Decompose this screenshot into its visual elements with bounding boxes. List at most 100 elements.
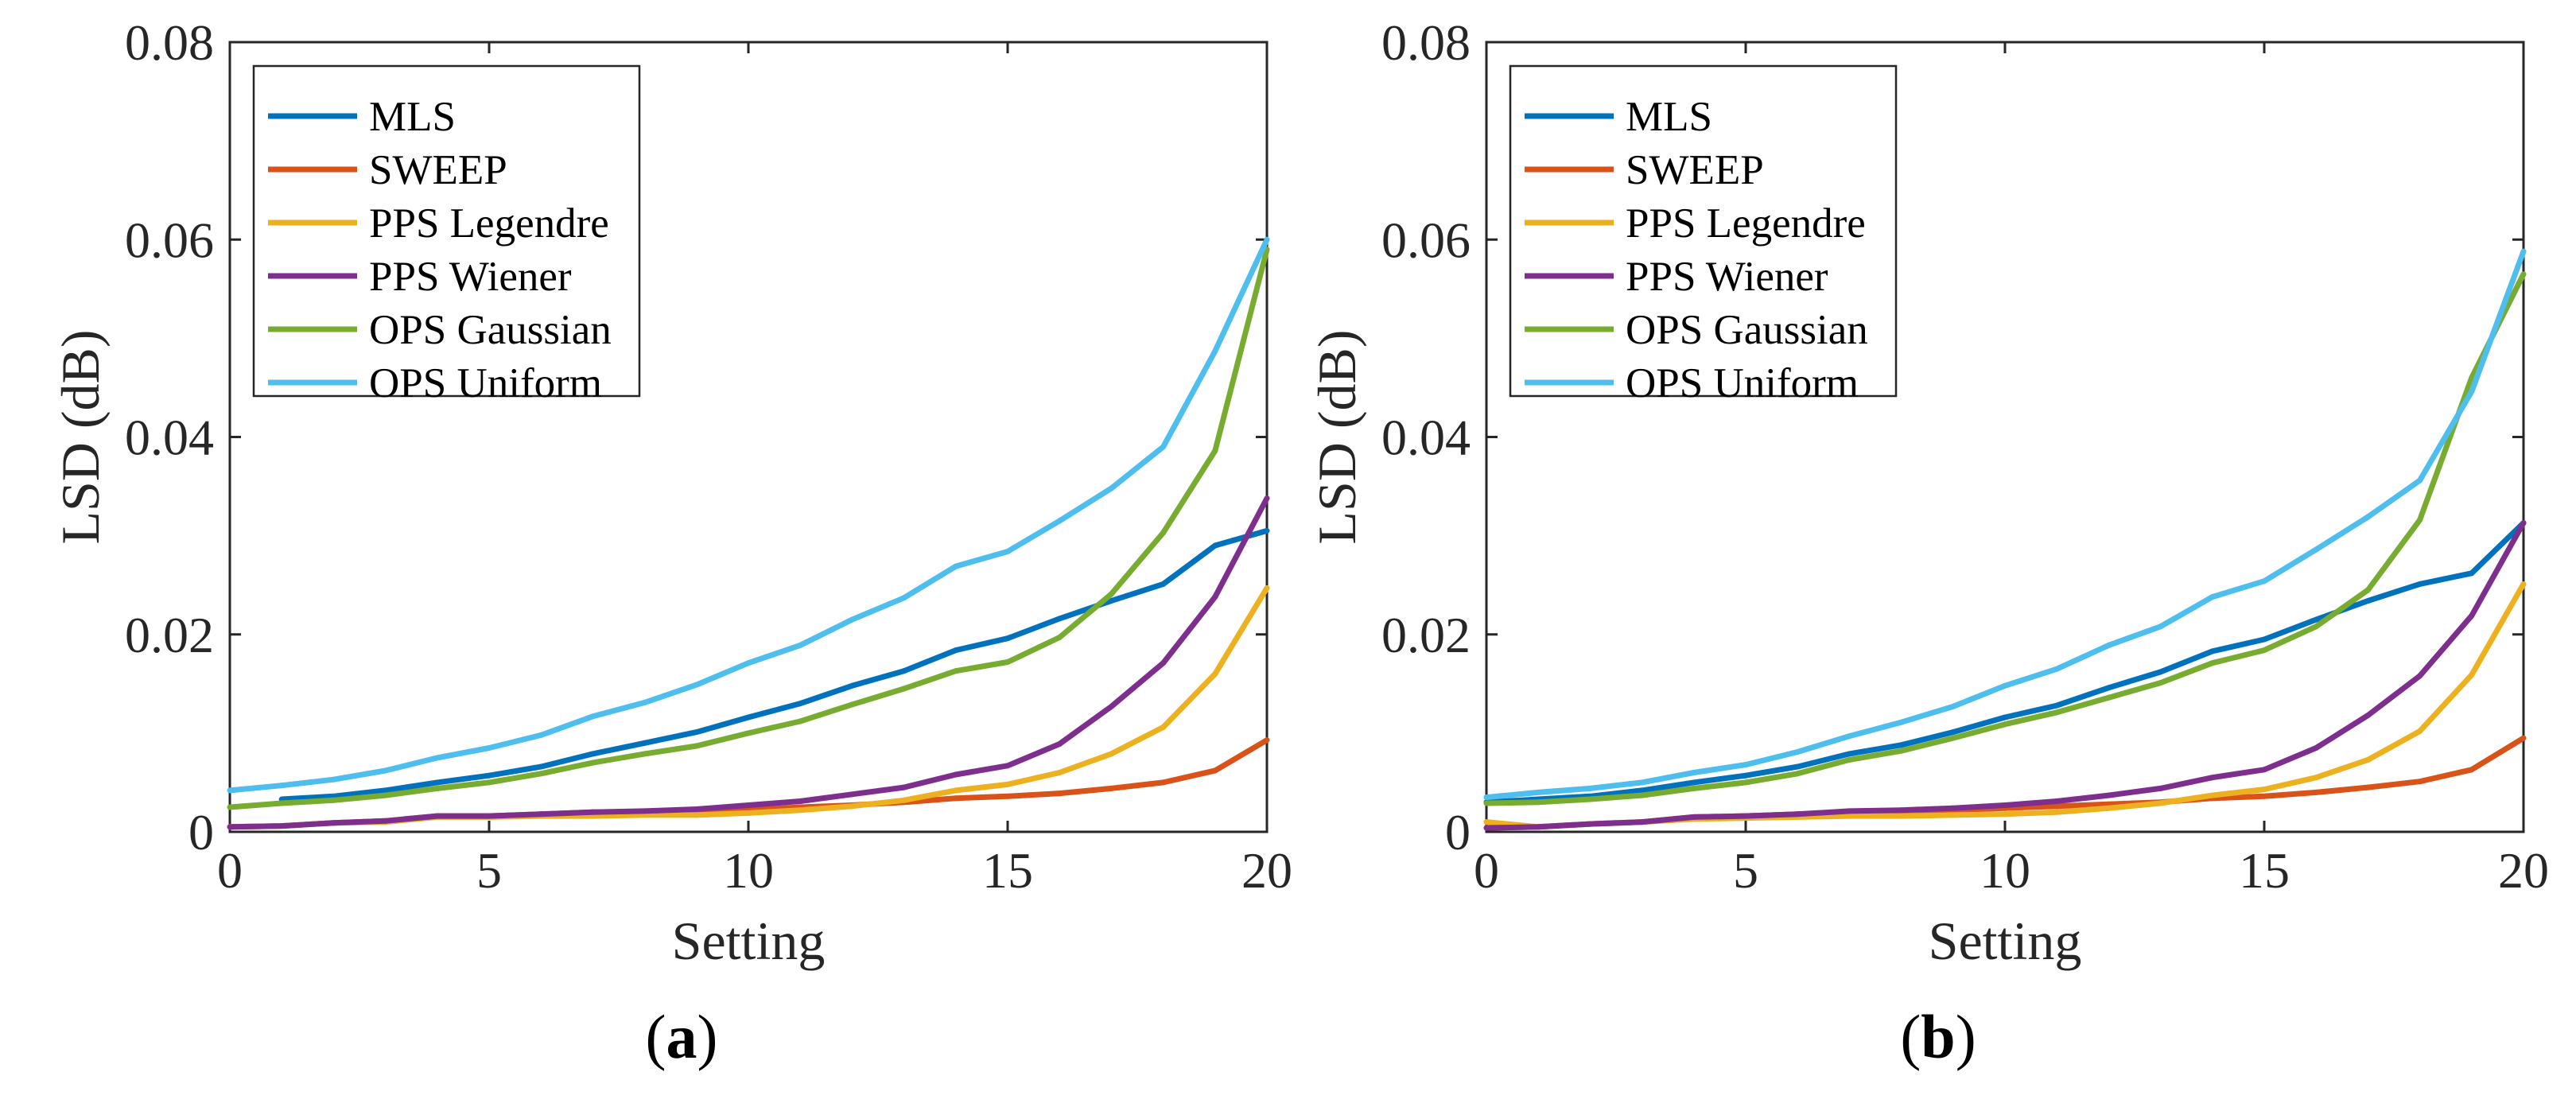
data-point: [1743, 762, 1749, 768]
x-tick-label: 20: [1241, 842, 1292, 899]
legend-item: MLS: [1525, 94, 1712, 140]
data-point: [1743, 779, 1749, 786]
x-tick-label: 15: [982, 842, 1033, 899]
data-point: [2261, 787, 2267, 793]
data-point: [2469, 767, 2475, 773]
data-point: [1108, 785, 1114, 791]
data-point: [745, 730, 752, 736]
data-point: [1846, 756, 1852, 763]
data-point: [2053, 702, 2060, 709]
data-point: [953, 563, 959, 569]
data-point: [1160, 444, 1167, 450]
legend-item: PPS Legendre: [268, 200, 609, 247]
data-point: [1483, 825, 1490, 831]
panel-label-open: (: [1900, 1002, 1921, 1071]
data-point: [2002, 682, 2008, 689]
y-tick-label: 0.02: [1381, 607, 1471, 663]
data-point: [1160, 581, 1167, 587]
data-point: [2313, 546, 2319, 553]
data-point: [2053, 666, 2060, 672]
data-point: [538, 811, 544, 818]
data-point: [1004, 793, 1011, 799]
data-point: [227, 824, 233, 830]
data-point: [2313, 775, 2319, 781]
legend-label: MLS: [1626, 94, 1712, 140]
y-tick-label: 0.04: [125, 410, 214, 466]
series-pps-wiener: [1483, 519, 2527, 831]
data-point: [486, 779, 492, 786]
legend-item: OPS Gaussian: [1525, 307, 1868, 353]
series-ops-gaussian: [1483, 271, 2527, 806]
panel-label-letter: a: [666, 1002, 697, 1071]
data-point: [1898, 807, 1905, 814]
data-point: [227, 787, 233, 794]
data-point: [1898, 742, 1905, 748]
data-point: [2158, 800, 2164, 806]
data-point: [2158, 680, 2164, 686]
y-tick-label: 0.02: [125, 607, 214, 663]
data-point: [1160, 530, 1167, 536]
data-point: [1846, 733, 1852, 740]
data-point: [1160, 660, 1167, 666]
data-point: [1846, 813, 1852, 819]
data-point: [330, 776, 336, 783]
data-point: [2209, 660, 2216, 666]
data-point: [1535, 824, 1541, 830]
data-point: [2313, 623, 2319, 630]
data-point: [2364, 784, 2371, 790]
data-point: [434, 813, 441, 819]
data-point: [2053, 798, 2060, 805]
data-point: [538, 732, 544, 738]
data-point: [2002, 721, 2008, 728]
data-point: [1160, 779, 1167, 786]
data-point: [1212, 542, 1218, 549]
data-point: [1004, 635, 1011, 642]
y-tick-label: 0.08: [1381, 14, 1471, 71]
legend-item: OPS Uniform: [268, 360, 602, 406]
data-point: [849, 701, 855, 708]
data-point: [2105, 685, 2112, 691]
data-point: [901, 784, 907, 790]
legend-label: OPS Gaussian: [1626, 307, 1868, 353]
data-point: [642, 740, 648, 746]
data-point: [2520, 248, 2527, 254]
data-point: [797, 807, 803, 814]
data-point: [1743, 772, 1749, 779]
data-point: [1898, 748, 1905, 754]
y-tick-label: 0.06: [1381, 212, 1471, 268]
y-tick-label: 0.08: [125, 14, 214, 71]
legend-item: PPS Wiener: [268, 254, 572, 300]
legend-label: PPS Wiener: [369, 254, 572, 300]
data-point: [1587, 796, 1593, 802]
data-point: [2053, 709, 2060, 716]
legend-item: MLS: [268, 94, 456, 140]
legend-label: OPS Uniform: [1626, 360, 1859, 406]
data-point: [694, 682, 700, 688]
data-point: [1950, 812, 1956, 818]
data-point: [642, 808, 648, 814]
data-point: [745, 810, 752, 816]
data-point: [1639, 819, 1645, 825]
data-point: [2520, 735, 2527, 741]
data-point: [1535, 799, 1541, 806]
data-point: [2209, 594, 2216, 600]
data-point: [2364, 587, 2371, 593]
chart-panel-b: 0 5 10 15 20 0 0.02 0.04 0.06 0.08 Setting LSD (dB)…: [1307, 14, 2549, 1071]
data-point: [589, 751, 596, 757]
legend-item: PPS Wiener: [1525, 254, 1828, 300]
data-point: [1160, 724, 1167, 730]
data-point: [383, 818, 389, 824]
data-point: [745, 714, 752, 721]
x-tick-label: 15: [2239, 842, 2290, 899]
series-ops-uniform: [227, 236, 1270, 794]
panel-label-open: (: [646, 1002, 666, 1071]
data-point: [953, 787, 959, 794]
data-point: [1108, 598, 1114, 604]
data-point: [1108, 485, 1114, 491]
data-point: [2105, 805, 2112, 811]
data-point: [1264, 495, 1270, 501]
data-point: [797, 701, 803, 707]
panel-label-letter: b: [1921, 1002, 1955, 1071]
data-point: [2520, 519, 2527, 526]
y-axis-label: LSD (dB): [50, 329, 111, 544]
